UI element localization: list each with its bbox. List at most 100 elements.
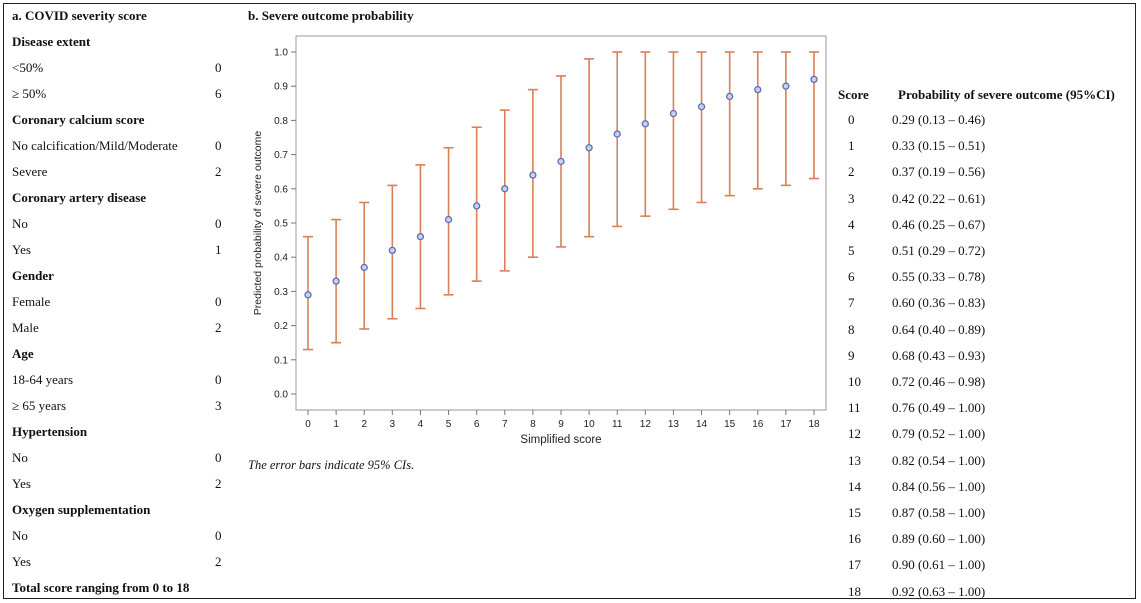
table-probability: 0.89 (0.60 – 1.00): [892, 531, 986, 547]
y-tick-label: 0.1: [274, 355, 288, 366]
x-tick-label: 7: [502, 419, 508, 430]
score-label: Gender: [12, 268, 54, 283]
x-tick-label: 13: [668, 419, 680, 430]
data-point: [501, 185, 509, 193]
score-label: Disease extent: [12, 34, 91, 49]
score-label: ≥ 65 years: [12, 398, 67, 413]
x-tick-label: 18: [808, 419, 820, 430]
score-label: No: [12, 450, 28, 465]
table-probability: 0.29 (0.13 – 0.46): [892, 112, 986, 127]
x-tick-label: 0: [305, 419, 311, 430]
data-point: [444, 215, 453, 224]
panel-b-title: b. Severe outcome probability: [248, 8, 414, 23]
x-tick-label: 5: [446, 419, 452, 430]
score-label: Female: [12, 294, 51, 309]
table-probability: 0.92 (0.63 – 1.00): [892, 583, 986, 599]
table-score: 5: [848, 243, 855, 258]
score-points: 3: [215, 398, 222, 413]
y-tick-label: 0.5: [274, 219, 288, 230]
score-label: Yes: [12, 242, 31, 257]
score-points: 0: [215, 216, 222, 231]
score-points: 6: [215, 86, 222, 101]
y-tick-label: 0.6: [274, 184, 288, 195]
x-tick-label: 2: [361, 419, 367, 430]
table-probability: 0.76 (0.49 – 1.00): [892, 400, 986, 416]
table-probability: 0.90 (0.61 – 1.00): [892, 557, 986, 573]
x-tick-label: 9: [558, 419, 564, 430]
table-probability: 0.68 (0.43 – 0.93): [892, 347, 986, 363]
table-score: 10: [848, 374, 861, 389]
table-header-probability: Probability of severe outcome (95%CI): [898, 87, 1115, 102]
y-tick-label: 0.0: [274, 390, 288, 401]
x-tick-label: 6: [474, 419, 480, 430]
y-tick-label: 0.9: [274, 82, 288, 93]
y-axis-label: Predicted probability of severe outcome: [252, 131, 264, 316]
score-label: <50%: [12, 60, 44, 75]
table-probability: 0.82 (0.54 – 1.00): [892, 452, 986, 468]
score-points: 2: [215, 554, 222, 569]
data-point: [754, 85, 762, 94]
table-score: 9: [848, 347, 855, 363]
table-score: 13: [848, 452, 861, 468]
data-point: [641, 120, 649, 128]
panel-a-title: a. COVID severity score: [12, 8, 147, 23]
score-label: Yes: [12, 476, 31, 491]
x-axis-label: Simplified score: [520, 434, 601, 446]
data-point: [332, 277, 340, 285]
table-score: 14: [848, 478, 861, 494]
table-score: 2: [848, 164, 855, 180]
score-points: 0: [215, 372, 222, 387]
x-tick-label: 4: [418, 419, 424, 430]
score-points: 0: [215, 138, 222, 153]
table-probability: 0.64 (0.40 – 0.89): [892, 321, 986, 337]
score-label: Male: [12, 320, 39, 335]
score-label: Yes: [12, 554, 31, 569]
data-point: [613, 130, 621, 138]
score-label: Total score ranging from 0 to 18: [12, 580, 190, 595]
data-point: [416, 233, 425, 241]
score-points: 1: [215, 242, 222, 257]
y-tick-label: 0.8: [274, 116, 288, 127]
score-points: 0: [215, 450, 222, 465]
y-tick-label: 0.4: [274, 253, 288, 264]
score-label: No: [12, 528, 28, 543]
x-tick-label: 3: [390, 419, 396, 430]
table-score: 6: [848, 269, 855, 285]
table-probability: 0.84 (0.56 – 1.00): [892, 478, 986, 494]
data-point: [782, 82, 790, 90]
y-tick-label: 0.3: [274, 287, 288, 298]
data-point: [388, 246, 396, 255]
figure-frame: [3, 3, 1136, 599]
data-point: [726, 92, 734, 101]
table-score: 7: [848, 295, 855, 311]
score-points: 0: [215, 528, 222, 543]
table-probability: 0.72 (0.46 – 0.98): [892, 374, 986, 389]
x-tick-label: 10: [584, 419, 596, 430]
x-tick-label: 11: [612, 419, 623, 430]
score-points: 2: [215, 476, 222, 491]
table-probability: 0.42 (0.22 – 0.61): [892, 190, 986, 206]
y-tick-label: 0.7: [274, 150, 288, 161]
x-tick-label: 17: [780, 419, 792, 430]
error-bar-note: The error bars indicate 95% CIs.: [248, 458, 415, 472]
table-header-score: Score: [838, 87, 869, 102]
table-score: 0: [848, 112, 855, 127]
score-points: 0: [215, 294, 222, 309]
table-probability: 0.33 (0.15 – 0.51): [892, 138, 986, 154]
table-probability: 0.55 (0.33 – 0.78): [892, 269, 986, 285]
table-probability: 0.87 (0.58 – 1.00): [892, 505, 986, 520]
table-score: 12: [848, 426, 861, 442]
data-point: [585, 144, 593, 152]
score-label: Severe: [12, 164, 48, 179]
x-tick-label: 1: [333, 419, 339, 430]
score-label: Age: [12, 346, 34, 361]
score-label: Coronary artery disease: [12, 190, 147, 205]
data-point: [669, 109, 678, 118]
data-point: [360, 263, 368, 272]
data-point: [529, 171, 537, 179]
score-label: No calcification/Mild/Moderate: [12, 138, 178, 153]
score-label: 18-64 years: [12, 372, 74, 387]
x-tick-label: 15: [724, 419, 736, 430]
table-score: 17: [848, 557, 861, 573]
y-tick-label: 1.0: [274, 48, 288, 59]
